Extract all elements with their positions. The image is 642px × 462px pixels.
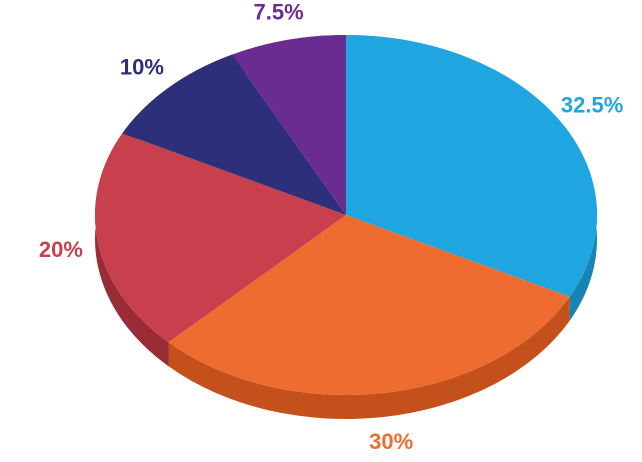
data-label: 20% <box>39 237 83 262</box>
pie-slice <box>122 54 346 216</box>
pie-slice <box>95 133 346 343</box>
data-label: 30% <box>369 429 413 454</box>
pie-slice <box>168 215 570 395</box>
data-label: 10% <box>120 54 164 79</box>
data-label: 7.5% <box>254 0 304 25</box>
pie-side <box>95 133 169 367</box>
pie-slice <box>346 35 597 297</box>
pie-side <box>168 296 570 420</box>
pie-slice <box>232 35 346 215</box>
data-label: 32.5% <box>561 93 623 118</box>
